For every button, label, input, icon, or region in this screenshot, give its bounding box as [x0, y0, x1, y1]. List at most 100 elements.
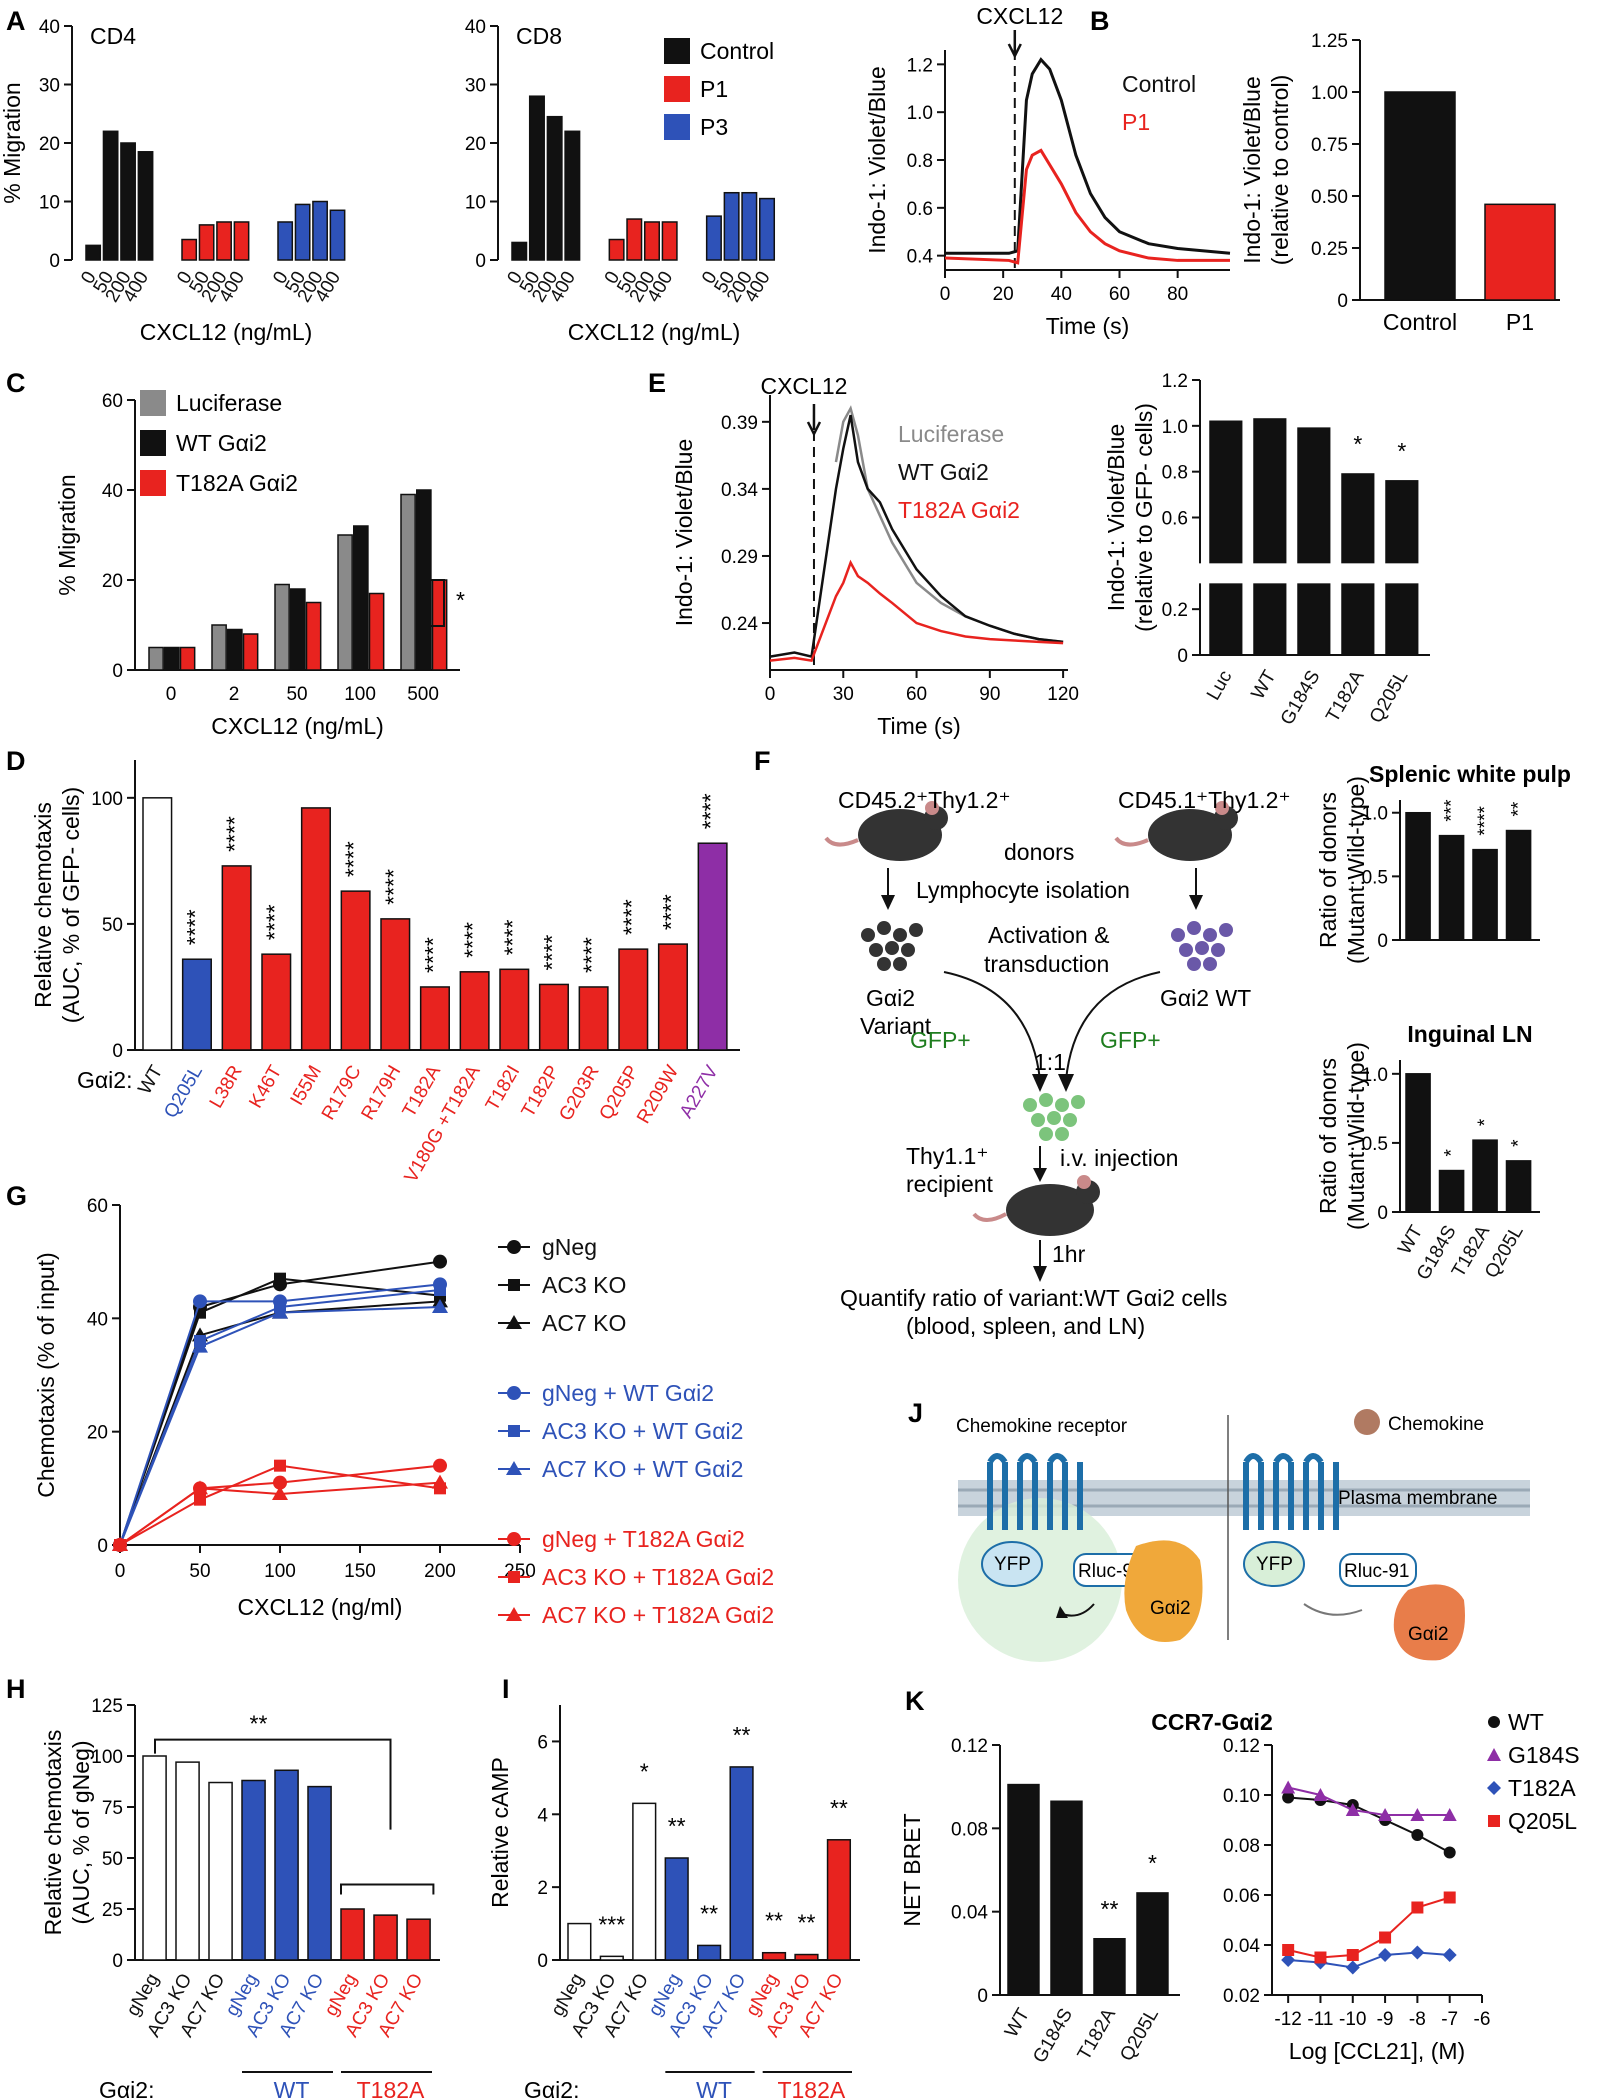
legend-label-p1: P1: [700, 76, 728, 102]
x-axis-label: CXCL12 (ng/mL): [211, 713, 384, 739]
x-axis-label: CXCL12 (ng/ml): [238, 1594, 403, 1620]
data-point: [1443, 1891, 1456, 1904]
data-point: [1442, 1808, 1457, 1821]
data-point: [193, 1294, 207, 1309]
series-line: [1287, 1896, 1450, 1959]
gai2-left-label: Gαi2: [1150, 1598, 1191, 1619]
y-tick-label: 1.2: [1162, 371, 1188, 392]
significance-label: **: [700, 1900, 718, 1926]
x-tick-label: -8: [1409, 2009, 1426, 2030]
bar-g184s: [1438, 834, 1465, 941]
bar-p1: [626, 218, 643, 261]
data-point: [434, 1284, 446, 1296]
data-point: [432, 1299, 448, 1313]
bar-p1: [661, 221, 678, 261]
bar-t182a: [305, 601, 322, 671]
wt-cells-icon: [1171, 921, 1233, 971]
y-axis-label: (Mutant:Wild-type): [1343, 1042, 1369, 1230]
legend-label: gNeg + T182A Gαi2: [542, 1526, 745, 1552]
legend-marker: [506, 1607, 522, 1621]
y-tick-label: 40: [87, 1309, 108, 1330]
gfp-right-label: GFP+: [1100, 1027, 1161, 1053]
arrowhead-icon: [1032, 1074, 1048, 1092]
y-tick-label: 0: [1377, 931, 1388, 952]
bar-ac3-ko: [697, 1944, 722, 1961]
x-tick-label: 60: [1109, 284, 1130, 305]
y-tick-label: 0: [1177, 646, 1188, 667]
arrowhead-icon: [881, 895, 895, 910]
x-tick-label: 120: [1047, 684, 1079, 705]
bar-luc: [1209, 420, 1243, 656]
data-point: [1410, 1808, 1425, 1821]
legend-label: gNeg + WT Gαi2: [542, 1380, 714, 1406]
yfp-left-icon: [981, 1541, 1043, 1587]
legend-label: AC7 KO + WT Gαi2: [542, 1456, 743, 1482]
legend-label: WT Gαi2: [898, 459, 989, 485]
x-tick-label: -11: [1307, 2009, 1333, 2030]
y-tick-label: 60: [87, 1196, 108, 1217]
arrowhead-icon: [1189, 895, 1203, 910]
panel-label-c: C: [6, 368, 26, 398]
mouse-recipient-icon: [972, 1175, 1100, 1236]
bar-wt: [142, 797, 173, 1051]
chart-f-white-pulp: 0 0.5 1.0 Splenic white pulp Ratio of donors…: [1315, 761, 1571, 964]
data-point: [1282, 1791, 1295, 1804]
data-point: [112, 1537, 128, 1551]
schematic-f: CD45.2⁺Thy1.2⁺ CD45.1⁺Thy1.2⁺ donors Lym…: [824, 787, 1291, 1339]
y-tick-label: 0.06: [1223, 1886, 1260, 1907]
y-axis-label: (relative to control): [1267, 75, 1293, 265]
energy-arrow-right: [1303, 1603, 1363, 1616]
legend-label: T182A Gαi2: [176, 470, 298, 496]
y-axis-label: Indo-1: Violet/Blue: [671, 439, 697, 627]
y-tick-label: 0: [112, 1041, 123, 1062]
group-label-t182a: T182A: [777, 2077, 845, 2100]
y-axis-label: (Mutant:Wild-type): [1343, 776, 1369, 964]
arrowhead-icon: [1033, 1168, 1047, 1182]
bar-ac7-ko: [632, 1802, 657, 1961]
bar-ac7-ko: [406, 1918, 431, 1961]
bar-wt: [290, 588, 306, 671]
data-point: [1346, 1949, 1359, 1961]
y-tick-label: 0: [1337, 291, 1348, 312]
significance-label: *: [1475, 1118, 1496, 1126]
legend-marker: [507, 1532, 521, 1546]
chart-d: 0 50 100 Relative chemotaxis (AUC, % of GFP-…: [0, 0, 760, 1200]
variant-label: Gαi2: [866, 985, 915, 1011]
group-label: Gαi2:: [77, 1067, 132, 1093]
x-tick-label: 150: [344, 1561, 376, 1582]
significance-label: **: [250, 1711, 268, 1737]
data-point: [1411, 1901, 1424, 1914]
bar-control: [120, 142, 136, 261]
x-tick-label: 20: [993, 284, 1014, 305]
significance-label: **: [1509, 801, 1530, 816]
significance-label: ***: [598, 1911, 625, 1937]
yfp-left-label: YFP: [994, 1554, 1031, 1575]
bar-control: [85, 244, 102, 261]
y-tick-label: 25: [102, 1900, 123, 1921]
bar-p1: [216, 221, 232, 261]
y-axis-label: % Migration: [0, 82, 25, 203]
group-bracket: [340, 1883, 435, 1895]
recipient-label: Thy1.1⁺: [906, 1143, 988, 1169]
x-tick-label: -10: [1339, 2009, 1366, 2030]
bar-control: [102, 130, 119, 261]
significance-label: *: [640, 1758, 649, 1784]
arrowhead-icon: [1058, 1074, 1074, 1092]
ratio-label: 1:1: [1034, 1049, 1066, 1075]
y-tick-label: 60: [102, 391, 123, 412]
y-tick-label: 10: [39, 193, 60, 214]
bar-wt: [1007, 1783, 1040, 1996]
stimulus-arrow-icon: [1007, 30, 1022, 59]
significance-label: ****: [460, 922, 486, 958]
legend-swatch-control: [664, 38, 690, 64]
group-label-wt: WT: [696, 2077, 732, 2100]
x-tick-label: 0: [115, 1561, 126, 1582]
bar-control: [528, 95, 545, 261]
x-tick-label: 0: [765, 684, 776, 705]
bar-v180g-+t182a: [459, 971, 490, 1051]
y-tick-label: 4: [537, 1805, 548, 1826]
bar-wt: [1405, 811, 1431, 941]
x-tick-label: 200: [424, 1561, 456, 1582]
bar-i55m: [300, 807, 331, 1051]
significance-label: *: [1353, 431, 1362, 457]
